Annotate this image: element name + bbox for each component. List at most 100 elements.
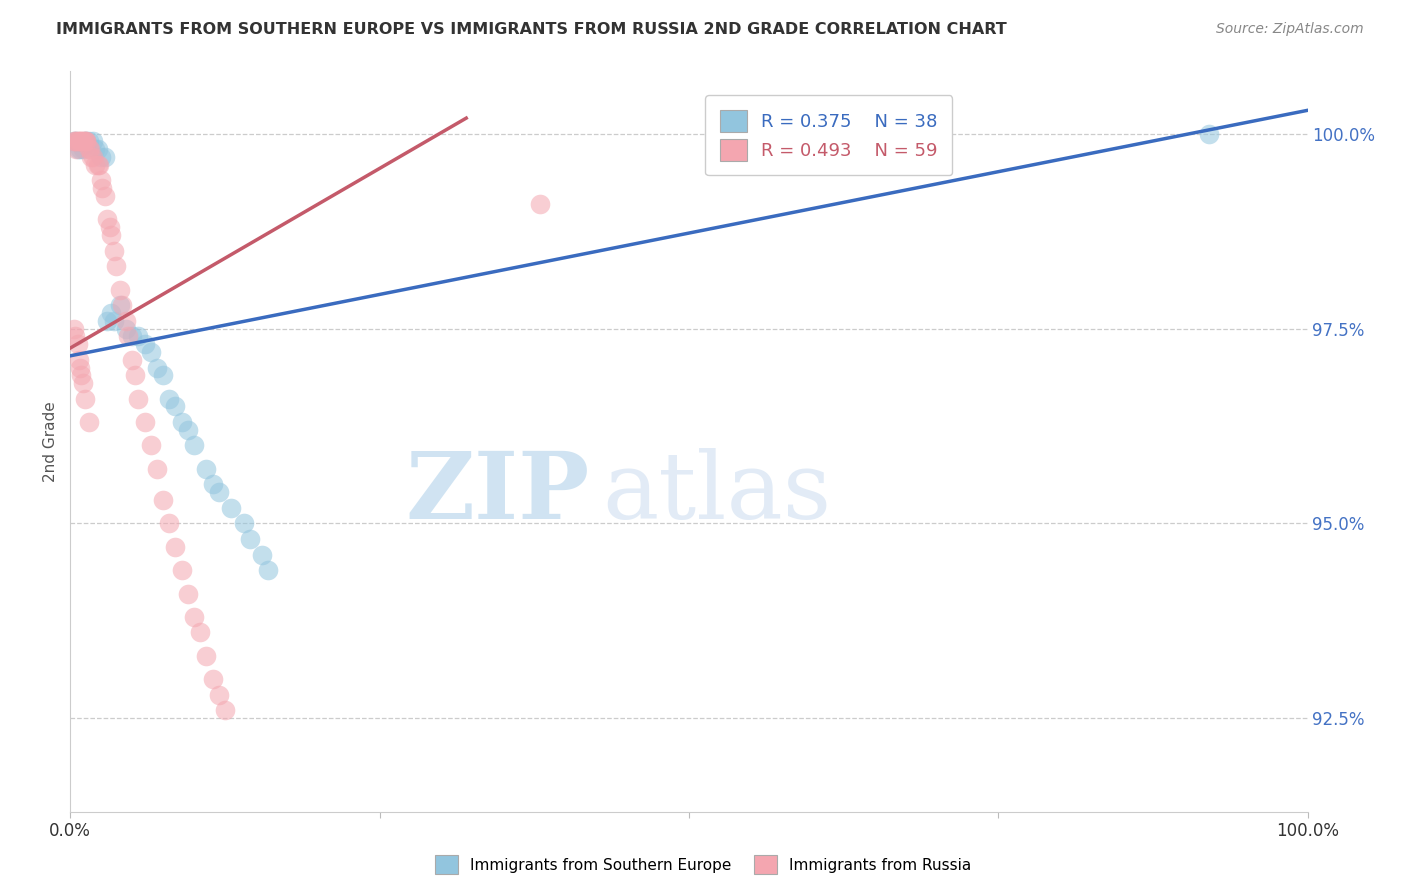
Point (82, 150, 104, 164)
Point (94, 150, 117, 164)
Point (152, 493, 174, 508)
Point (86, 142, 108, 156)
Legend: R = 0.375    N = 38, R = 0.493    N = 59: R = 0.375 N = 38, R = 0.493 N = 59 (706, 95, 952, 176)
Point (67, 352, 90, 367)
Point (152, 368, 174, 383)
Point (90, 150, 112, 164)
Point (77, 135, 100, 149)
Point (65, 142, 87, 156)
Point (529, 197, 551, 211)
Point (96, 314, 118, 328)
Point (232, 516, 254, 531)
Point (108, 283, 131, 297)
Point (117, 329, 139, 343)
Point (84, 142, 107, 156)
Point (146, 360, 169, 375)
Point (146, 462, 169, 476)
Point (69, 142, 91, 156)
Point (98, 220, 121, 235)
Point (63, 135, 86, 149)
Text: ZIP: ZIP (406, 449, 591, 539)
Point (170, 415, 193, 429)
Point (66, 142, 89, 156)
Point (75, 135, 97, 149)
Point (91, 181, 114, 195)
Point (70, 135, 93, 149)
Point (134, 337, 156, 351)
Point (115, 314, 138, 328)
Point (121, 352, 143, 367)
Point (1198, 127, 1220, 141)
Point (257, 563, 280, 577)
Point (127, 392, 149, 406)
Point (165, 540, 187, 554)
Point (127, 329, 149, 343)
Point (66, 135, 89, 149)
Point (170, 563, 193, 577)
Point (72, 135, 94, 149)
Point (65, 135, 87, 149)
Point (82, 135, 104, 149)
Point (121, 329, 143, 343)
Point (195, 462, 218, 476)
Point (66, 337, 89, 351)
Point (165, 400, 187, 414)
Point (201, 672, 224, 686)
Legend: Immigrants from Southern Europe, Immigrants from Russia: Immigrants from Southern Europe, Immigra… (429, 849, 977, 880)
Point (111, 298, 134, 312)
Point (105, 259, 128, 273)
Point (124, 368, 146, 383)
Point (183, 438, 205, 452)
Point (157, 516, 180, 531)
Point (100, 227, 122, 242)
Point (214, 703, 236, 717)
Point (75, 135, 97, 149)
Point (65, 329, 87, 343)
Point (63, 135, 86, 149)
Point (134, 415, 156, 429)
Point (79, 142, 101, 156)
Point (183, 610, 205, 624)
Point (80, 150, 103, 164)
Point (75, 392, 97, 406)
Y-axis label: 2nd Grade: 2nd Grade (44, 401, 59, 482)
Point (208, 485, 231, 500)
Point (77, 142, 100, 156)
Point (157, 392, 180, 406)
Point (188, 625, 211, 640)
Point (75, 135, 97, 149)
Point (69, 135, 91, 149)
Text: atlas: atlas (602, 449, 831, 539)
Point (72, 135, 94, 149)
Point (201, 477, 224, 491)
Point (103, 244, 125, 258)
Point (63, 321, 86, 335)
Point (69, 360, 91, 375)
Point (75, 135, 97, 149)
Point (239, 532, 262, 546)
Point (177, 423, 200, 437)
Point (108, 298, 131, 312)
Text: Source: ZipAtlas.com: Source: ZipAtlas.com (1216, 22, 1364, 37)
Point (139, 345, 162, 359)
Text: IMMIGRANTS FROM SOUTHERN EUROPE VS IMMIGRANTS FROM RUSSIA 2ND GRADE CORRELATION : IMMIGRANTS FROM SOUTHERN EUROPE VS IMMIG… (56, 22, 1007, 37)
Point (115, 321, 138, 335)
Point (72, 142, 94, 156)
Point (250, 548, 273, 562)
Point (77, 415, 100, 429)
Point (103, 314, 125, 328)
Point (139, 438, 162, 452)
Point (72, 376, 94, 390)
Point (219, 500, 242, 515)
Point (67, 135, 90, 149)
Point (208, 688, 231, 702)
Point (96, 212, 118, 227)
Point (65, 135, 87, 149)
Point (75, 135, 97, 149)
Point (195, 648, 218, 663)
Point (100, 306, 122, 320)
Point (177, 586, 200, 600)
Point (84, 158, 107, 172)
Point (90, 173, 112, 187)
Point (86, 158, 108, 172)
